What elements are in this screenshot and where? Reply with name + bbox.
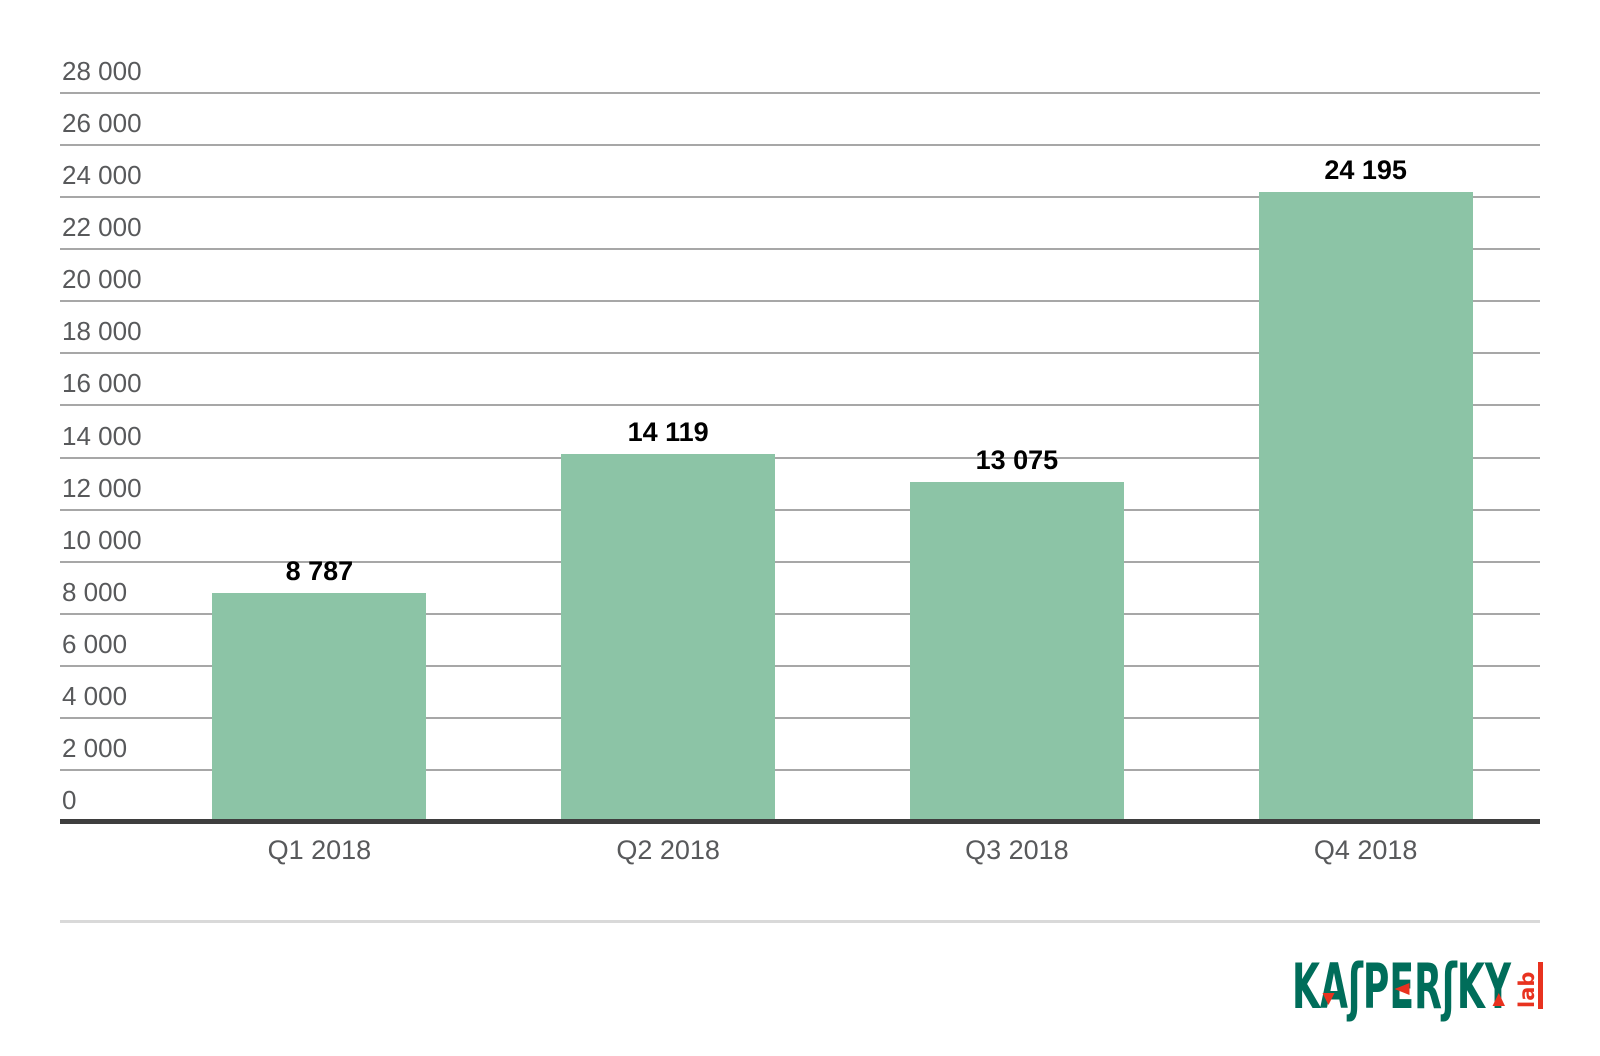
gridline: [60, 352, 1540, 355]
y-axis-tick-label: 4 000: [62, 680, 128, 711]
bar-q2-2018: [561, 454, 776, 822]
y-axis-tick-label: 22 000: [62, 212, 142, 243]
logo-lab-underline: [1538, 962, 1543, 1009]
bar-group: 8 787 Q1 2018: [145, 93, 494, 864]
gridline: [60, 560, 1540, 563]
bar-value-label: 8 787: [285, 556, 354, 587]
y-axis-tick-label: 0: [62, 785, 77, 815]
bars-layer: 8 787 Q1 2018 14 119 Q2 2018 13 075 Q3 2018 24…: [145, 93, 1540, 864]
logo-triangle-y-icon: [1492, 993, 1505, 1006]
logo-triangle-e-icon: [1394, 983, 1410, 995]
y-axis-tick-label: 14 000: [62, 420, 142, 451]
gridline: [60, 508, 1540, 511]
y-axis-tick-label: 12 000: [62, 472, 142, 503]
y-axis-tick-label: 10 000: [62, 524, 142, 555]
bar-group: 24 195 Q4 2018: [1191, 93, 1540, 864]
y-axis-tick-label: 26 000: [62, 108, 142, 139]
gridline: [60, 404, 1540, 407]
x-axis-category-label: Q2 2018: [616, 835, 720, 865]
y-axis-tick-label: 24 000: [62, 160, 142, 191]
gridline: [60, 716, 1540, 719]
bar-q1-2018: [212, 593, 427, 822]
gridline: [60, 196, 1540, 199]
gridline: [60, 612, 1540, 615]
bar-q4-2018: [1258, 192, 1473, 822]
y-axis-tick-label: 28 000: [62, 56, 142, 86]
y-axis-tick-label: 16 000: [62, 368, 142, 399]
gridline: [60, 456, 1540, 459]
logo-lab-text: lab: [1515, 972, 1539, 1008]
x-axis-category-label: Q4 2018: [1313, 835, 1418, 865]
bar-value-label: 13 075: [975, 444, 1059, 475]
y-axis-tick-label: 20 000: [62, 264, 142, 295]
gridline: [60, 300, 1540, 303]
plot-area: 0 2 000 4 000 6 000 8 000 10 000 12 000 14 000 1…: [60, 58, 1540, 864]
bar-q3-2018: [909, 481, 1124, 822]
y-axis-tick-label: 18 000: [62, 316, 142, 347]
footer-divider: [60, 920, 1540, 923]
x-axis-baseline: [60, 819, 1540, 824]
y-axis-tick-label: 6 000: [62, 628, 128, 659]
bar-value-label: 14 119: [627, 417, 709, 448]
logo-triangle-a-icon: [1322, 993, 1335, 1005]
gridline: [60, 92, 1540, 94]
bar-group: 14 119 Q2 2018: [494, 93, 843, 864]
x-axis-category-label: Q1 2018: [267, 835, 372, 865]
gridline: [60, 768, 1540, 771]
gridline: [60, 248, 1540, 251]
gridline: [60, 144, 1540, 147]
bar-group: 13 075 Q3 2018: [843, 93, 1192, 864]
x-axis-category-label: Q3 2018: [965, 835, 1069, 865]
y-axis-tick-label: 8 000: [62, 576, 128, 607]
gridline: [60, 664, 1540, 667]
bar-value-label: 24 195: [1324, 155, 1407, 186]
kaspersky-logo: KAʃPERʃKY lab: [1288, 948, 1548, 1023]
y-axis-tick-label: 2 000: [62, 732, 128, 763]
